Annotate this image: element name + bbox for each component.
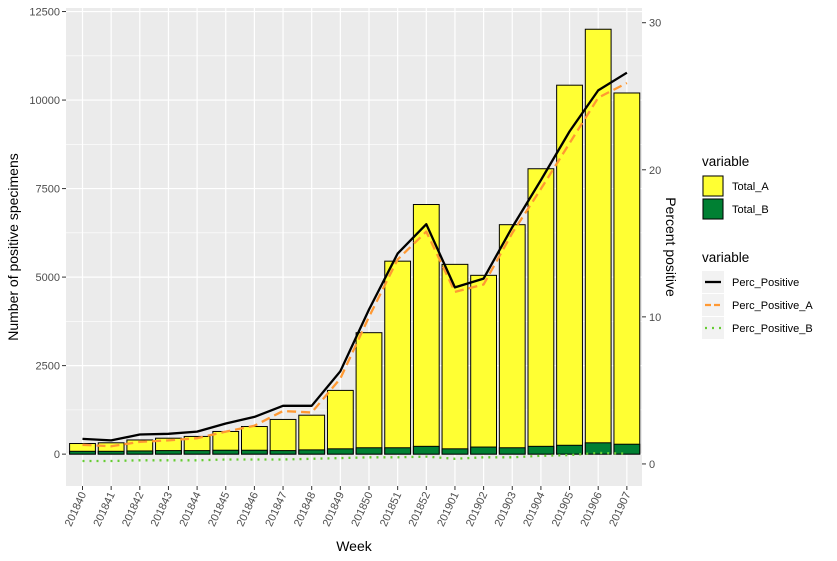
x-tick-label: 201845 xyxy=(206,490,232,528)
line-perc-positive-a xyxy=(82,81,628,448)
y-right-tick-label: 10 xyxy=(649,312,661,324)
y-left-tick-label: 5000 xyxy=(36,272,60,284)
y-right-tick-label: 0 xyxy=(649,459,655,471)
x-tick-label: 201849 xyxy=(321,490,347,528)
bar-total-a xyxy=(527,168,555,455)
bar-total-b xyxy=(69,450,96,455)
percent-lines xyxy=(82,71,628,463)
x-tick-label: 201840 xyxy=(63,490,89,528)
bar-total-b xyxy=(298,449,326,455)
y-left-tick-label: 0 xyxy=(54,449,60,461)
bar-total-a xyxy=(298,414,326,455)
bar-total-b xyxy=(355,447,383,455)
bar-total-b xyxy=(384,447,412,455)
legend-label: Perc_Positive xyxy=(732,277,799,289)
y-left-tick-label: 2500 xyxy=(36,361,60,373)
bar-total-a xyxy=(384,260,412,455)
legend-label: Perc_Positive_A xyxy=(732,300,813,312)
legend-label: Perc_Positive_B xyxy=(732,323,813,335)
bar-total-b xyxy=(269,450,297,455)
x-tick-label: 201905 xyxy=(550,490,576,528)
x-tick-label: 201907 xyxy=(607,490,633,528)
legend-key-total-b xyxy=(702,198,724,220)
x-tick-label: 201901 xyxy=(435,490,461,528)
bar-total-a xyxy=(470,274,498,455)
bar-total-b xyxy=(527,445,555,455)
bar-total-b xyxy=(212,449,240,455)
x-tick-label: 201848 xyxy=(292,490,318,528)
legend-label: Total_B xyxy=(732,204,769,216)
y-right-tick-label: 30 xyxy=(649,18,661,30)
bar-total-a xyxy=(269,418,297,455)
legend-title: variable xyxy=(702,154,749,169)
x-tick-label: 201902 xyxy=(464,490,490,528)
x-axis-title: Week xyxy=(336,538,373,554)
legend-key-background xyxy=(702,294,724,316)
x-tick-label: 201906 xyxy=(579,490,605,528)
legend-title: variable xyxy=(702,250,749,265)
y-axis-left-title: Number of positive specimens xyxy=(5,153,21,341)
bar-total-a xyxy=(412,204,440,455)
y-axis-right-title: Percent positive xyxy=(663,197,679,297)
bar-total-a xyxy=(556,84,583,455)
bar-total-b xyxy=(326,448,354,455)
bar-total-b xyxy=(556,444,583,455)
y-right-tick-label: 20 xyxy=(649,165,661,177)
x-tick-label: 201847 xyxy=(263,490,289,528)
bar-total-a xyxy=(613,92,641,455)
y-left-tick-label: 7500 xyxy=(36,184,60,196)
x-tick-label: 201843 xyxy=(149,490,175,528)
x-tick-label: 201852 xyxy=(407,490,433,528)
panel-background xyxy=(66,8,642,486)
x-tick-label: 201851 xyxy=(378,490,404,528)
bar-total-a xyxy=(326,389,354,455)
bar-total-b xyxy=(241,449,268,455)
x-tick-label: 201850 xyxy=(349,490,375,528)
bar-total-b xyxy=(183,450,211,455)
y-left-tick-label: 10000 xyxy=(29,95,60,107)
legend: variable Total_A Total_B variable Perc_Posit… xyxy=(702,154,813,339)
bar-total-b xyxy=(584,442,612,455)
line-perc-positive xyxy=(82,71,628,442)
bar-total-b xyxy=(97,450,125,455)
bar-total-b xyxy=(613,443,641,455)
x-tick-label: 201903 xyxy=(493,490,519,528)
bar-total-b xyxy=(126,450,154,455)
bar-total-a xyxy=(498,224,526,455)
bar-total-b xyxy=(412,445,440,455)
x-tick-label: 201844 xyxy=(177,490,203,528)
bar-total-a xyxy=(355,332,383,455)
x-tick-label: 201904 xyxy=(521,490,547,528)
bar-total-b xyxy=(498,447,526,455)
x-tick-label: 201842 xyxy=(120,490,146,528)
bar-total-a xyxy=(584,28,612,455)
bars-total-a xyxy=(69,28,641,455)
y-left-tick-label: 12500 xyxy=(29,7,60,19)
bars-total-b xyxy=(69,442,641,455)
bar-total-b xyxy=(441,448,469,455)
bar-total-a xyxy=(441,263,469,455)
bar-total-b xyxy=(155,450,182,455)
x-tick-label: 201846 xyxy=(235,490,261,528)
bar-total-b xyxy=(470,446,498,455)
legend-key-total-a xyxy=(702,175,724,197)
x-tick-label: 201841 xyxy=(91,490,117,528)
legend-label: Total_A xyxy=(732,181,769,193)
